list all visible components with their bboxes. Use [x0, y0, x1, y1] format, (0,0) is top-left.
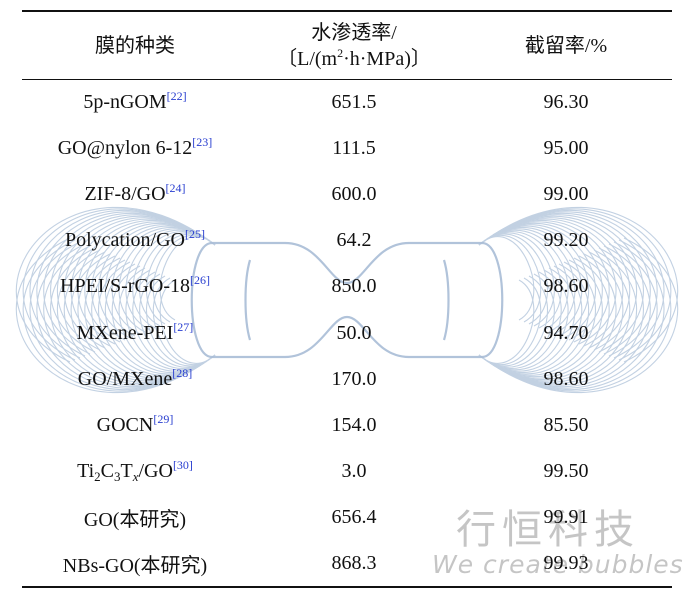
citation-link[interactable]: [30]: [172, 458, 193, 473]
table-row: Polycation/GO[25] 64.2 99.20: [22, 218, 672, 264]
permeance-cell: 154.0: [331, 413, 377, 436]
table-row: NBs-GO(本研究) 868.3 99.93: [22, 540, 672, 589]
permeance-cell: 868.3: [248, 540, 460, 589]
rejection-cell: 99.20: [543, 229, 589, 252]
citation-link[interactable]: [27]: [173, 319, 194, 334]
citation-link[interactable]: [26]: [190, 273, 210, 288]
permeance-cell: 64.2: [336, 229, 372, 252]
membrane-name-cell: GO@nylon 6-12[23]: [57, 134, 213, 159]
membrane-name-cell: GOCN[29]: [96, 411, 174, 436]
permeance-cell: 111.5: [332, 136, 376, 159]
table-row: MXene-PEI[27] 50.0 94.70: [22, 310, 672, 356]
table-row: ZIF-8/GO[24] 600.0 99.00: [22, 171, 672, 217]
table-row: GO@nylon 6-12[23] 111.5 95.00: [22, 125, 672, 171]
rejection-cell: 95.00: [543, 136, 589, 159]
header-permeance-line1: 水渗透率/: [311, 22, 397, 45]
citation-link[interactable]: [24]: [165, 180, 186, 195]
header-permeance-line2: 〔L/(m2·h·MPa)〕: [277, 46, 431, 71]
membrane-comparison-table: 膜的种类 水渗透率/ 〔L/(m2·h·MPa)〕 截留率/% 5p-nGOM[…: [22, 10, 672, 589]
rejection-cell: 96.30: [543, 90, 589, 113]
membrane-name-cell: 5p-nGOM[22]: [83, 88, 187, 113]
rejection-cell: 99.50: [543, 460, 589, 483]
table-row: GO/MXene[28] 170.0 98.60: [22, 356, 672, 402]
citation-link[interactable]: [22]: [166, 88, 187, 103]
table-row: GOCN[29] 154.0 85.50: [22, 402, 672, 448]
membrane-name-cell: MXene-PEI[27]: [76, 319, 194, 344]
rejection-cell: 94.70: [543, 321, 589, 344]
membrane-name-cell: ZIF-8/GO[24]: [84, 180, 186, 205]
rejection-cell: 99.91: [543, 506, 589, 529]
membrane-name-cell: Ti2C3Tx/GO[30]: [77, 458, 193, 485]
membrane-name-cell: HPEI/S-rGO-18[26]: [60, 273, 210, 298]
rejection-cell: 99.93: [460, 540, 672, 589]
header-water-permeance: 水渗透率/ 〔L/(m2·h·MPa)〕: [248, 10, 460, 80]
table-header-row: 膜的种类 水渗透率/ 〔L/(m2·h·MPa)〕 截留率/%: [22, 10, 672, 80]
header-membrane-type: 膜的种类: [22, 10, 248, 80]
rejection-cell: 98.60: [543, 367, 589, 390]
citation-link[interactable]: [28]: [172, 365, 193, 380]
table-row: HPEI/S-rGO-18[26] 850.0 98.60: [22, 264, 672, 310]
citation-link[interactable]: [25]: [185, 227, 205, 242]
permeance-cell: 850.0: [331, 275, 377, 298]
permeance-cell: 50.0: [336, 321, 372, 344]
membrane-name-cell: NBs-GO(本研究): [22, 540, 248, 589]
citation-link[interactable]: [29]: [153, 411, 174, 426]
membrane-name-cell: Polycation/GO[25]: [65, 227, 205, 252]
membrane-name-cell: GO/MXene[28]: [77, 365, 193, 390]
permeance-cell: 656.4: [331, 506, 377, 529]
citation-link[interactable]: [23]: [192, 134, 213, 149]
table-row: 5p-nGOM[22] 651.5 96.30: [22, 79, 672, 125]
permeance-cell: 651.5: [331, 90, 377, 113]
table-row: Ti2C3Tx/GO[30] 3.0 99.50: [22, 449, 672, 495]
header-rejection-rate: 截留率/%: [460, 10, 672, 80]
membrane-name-cell: GO(本研究): [83, 509, 187, 532]
table-row: GO(本研究) 656.4 99.91: [22, 495, 672, 541]
permeance-cell: 600.0: [331, 182, 377, 205]
permeance-cell: 3.0: [341, 460, 367, 483]
rejection-cell: 85.50: [543, 413, 589, 436]
rejection-cell: 99.00: [543, 182, 589, 205]
permeance-cell: 170.0: [331, 367, 377, 390]
rejection-cell: 98.60: [543, 275, 589, 298]
